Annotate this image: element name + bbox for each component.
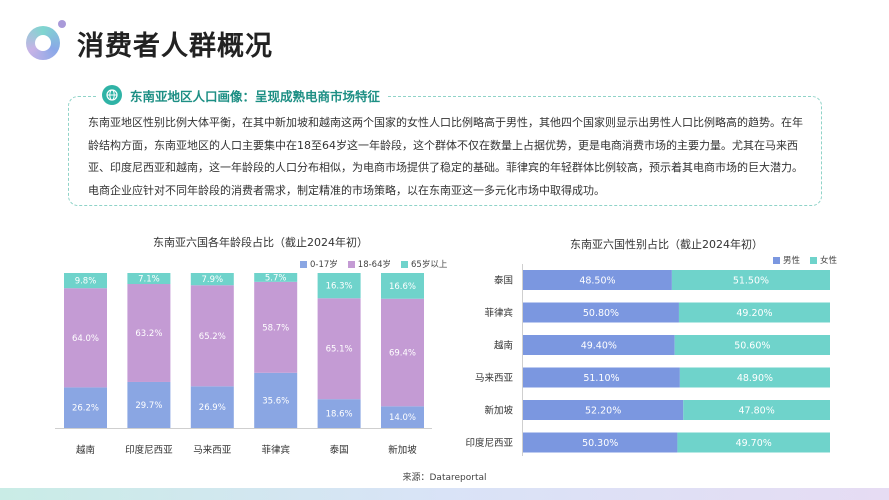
age-bar-data-label: 65.2% <box>199 332 226 342</box>
age-bar-segment-3 <box>317 273 361 299</box>
gender-bar-data-label: 51.10% <box>583 373 619 384</box>
age-bar-segment-2 <box>64 288 107 388</box>
age-bar-segment-3 <box>127 273 171 285</box>
age-bar-segment-2 <box>317 298 361 400</box>
globe-icon <box>102 85 122 105</box>
age-category-label: 越南 <box>76 444 95 456</box>
age-bar-data-label: 26.9% <box>199 403 226 413</box>
age-bar-segment-1 <box>127 381 171 428</box>
age-bar-data-label: 29.7% <box>135 401 162 411</box>
info-text: 东南亚地区性别比例大体平衡，在其中新加坡和越南这两个国家的女性人口比例略高于男性… <box>88 116 803 197</box>
gender-category-label: 马来西亚 <box>475 373 514 384</box>
gender-bar-segment-1 <box>523 335 675 355</box>
source-note: 来源：Datareportal <box>402 473 487 483</box>
gender-bar-segment-2 <box>678 302 830 323</box>
page-title: 消费者人群概况 <box>77 31 273 62</box>
age-bar-data-label: 64.0% <box>72 334 99 344</box>
age-bar-data-label: 14.0% <box>389 413 416 423</box>
age-bar-data-label: 63.2% <box>135 329 162 339</box>
legend-item-age-18-64: 18-64岁 <box>347 258 391 270</box>
gender-bar-segment-1 <box>523 302 679 323</box>
age-bar-segment-3 <box>254 273 298 282</box>
gender-category-label: 新加坡 <box>484 405 513 417</box>
age-bar-data-label: 69.4% <box>389 349 416 359</box>
age-bar-data-label: 5.7% <box>265 273 287 283</box>
legend-item-female: 女性 <box>810 254 837 266</box>
age-bar-segment-1 <box>381 406 424 428</box>
gender-category-label: 印度尼西亚 <box>465 437 513 449</box>
gender-chart-legend: 男性 女性 <box>773 254 837 266</box>
gender-bar-data-label: 48.90% <box>737 373 773 384</box>
logo-ring-icon <box>26 26 60 60</box>
age-bar-segment-1 <box>64 387 107 428</box>
age-bar-segment-2 <box>190 285 234 387</box>
age-bar-segment-1 <box>317 399 361 428</box>
info-box <box>68 96 822 206</box>
age-bar-segment-3 <box>64 273 107 289</box>
age-category-label: 菲律宾 <box>261 444 290 456</box>
age-chart-legend: 0-17岁 18-64岁 65岁以上 <box>300 258 447 270</box>
age-bar-data-label: 35.6% <box>262 396 289 406</box>
gender-bar-segment-2 <box>674 335 830 355</box>
gender-bar-data-label: 48.50% <box>579 276 615 287</box>
gender-chart-title: 东南亚六国性别占比（截止2024年初） <box>570 238 763 251</box>
gender-bar-segment-1 <box>523 432 678 453</box>
age-bar-data-label: 58.7% <box>262 323 289 333</box>
legend-item-age-65-plus: 65岁以上 <box>401 258 447 270</box>
gender-bar-segment-2 <box>671 270 830 290</box>
gender-bar-data-label: 51.50% <box>733 276 769 287</box>
age-category-label: 印度尼西亚 <box>125 444 173 456</box>
gender-category-label: 越南 <box>494 340 513 352</box>
logo-dot-icon <box>58 20 66 28</box>
age-bar-data-label: 18.6% <box>326 410 353 420</box>
age-bar-segment-2 <box>381 298 424 407</box>
gender-bar-data-label: 52.20% <box>585 406 621 417</box>
gender-bar-segment-1 <box>523 400 684 420</box>
info-title: 东南亚地区人口画像：呈现成熟电商市场特征 <box>130 88 381 104</box>
gender-bar-segment-1 <box>523 367 680 388</box>
gender-category-label: 菲律宾 <box>484 307 513 319</box>
age-bar-segment-2 <box>254 281 298 373</box>
age-chart-title: 东南亚六国各年龄段占比（截止2024年初） <box>153 236 368 249</box>
age-bar-segment-1 <box>190 386 234 428</box>
age-category-label: 马来西亚 <box>193 445 232 456</box>
gender-bar-data-label: 49.20% <box>736 308 772 319</box>
bottom-decoration-band <box>0 488 889 500</box>
gender-bar-segment-1 <box>523 270 672 290</box>
gender-category-label: 泰国 <box>494 275 513 287</box>
gender-bar-segment-2 <box>677 432 830 453</box>
age-bar-segment-2 <box>127 284 171 382</box>
gender-bar-data-label: 50.80% <box>583 308 619 319</box>
age-category-label: 泰国 <box>330 444 349 456</box>
gender-bar-data-label: 49.70% <box>736 438 772 449</box>
age-bar-data-label: 7.9% <box>201 275 223 285</box>
gender-bar-segment-2 <box>679 367 830 388</box>
age-bar-data-label: 65.1% <box>326 345 353 355</box>
legend-item-male: 男性 <box>773 254 800 266</box>
age-bar-segment-3 <box>381 273 424 299</box>
age-bar-data-label: 16.6% <box>389 282 416 292</box>
age-bar-data-label: 26.2% <box>72 404 99 414</box>
gender-bar-data-label: 49.40% <box>581 341 617 352</box>
age-bar-data-label: 9.8% <box>75 277 97 287</box>
age-bar-data-label: 16.3% <box>326 282 353 292</box>
gender-bar-data-label: 50.60% <box>734 341 770 352</box>
gender-bar-data-label: 47.80% <box>739 406 775 417</box>
legend-item-age-0-17: 0-17岁 <box>300 258 338 270</box>
info-header: 东南亚地区人口画像：呈现成熟电商市场特征 <box>96 85 389 105</box>
age-bar-data-label: 7.1% <box>138 275 160 285</box>
gender-bar-segment-2 <box>683 400 830 420</box>
age-bar-segment-3 <box>190 273 234 286</box>
age-bar-segment-1 <box>254 372 298 428</box>
age-category-label: 新加坡 <box>388 444 417 456</box>
gender-bar-data-label: 50.30% <box>582 438 618 449</box>
